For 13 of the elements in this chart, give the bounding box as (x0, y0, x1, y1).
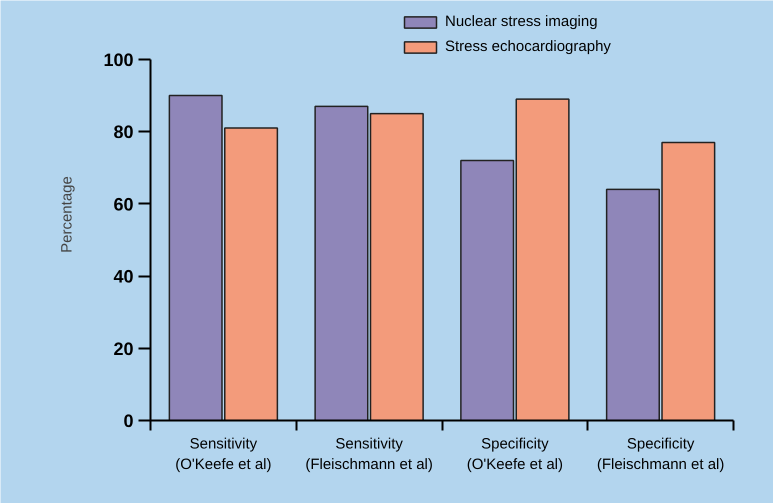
y-tick-label: 0 (123, 411, 134, 431)
y-tick-label: 40 (113, 266, 134, 287)
y-tick-label: 80 (113, 122, 134, 142)
x-tick-label: Sensitivity (Fleischmann et al) (305, 436, 433, 473)
x-tick-label: Specificity (O'Keefe et al) (466, 436, 564, 473)
y-tick-label: 20 (113, 338, 134, 359)
x-tick-label: Specificity (Fleischmann et al) (596, 436, 724, 473)
y-tick-label: 60 (113, 194, 134, 214)
legend-label: Stress echocardiography (445, 38, 611, 55)
y-tick-label: 100 (103, 50, 134, 70)
y-axis-title: Percentage (58, 176, 76, 253)
legend-label: Nuclear stress imaging (445, 13, 598, 30)
x-tick-label: Sensitivity (O'Keefe et al) (175, 436, 272, 473)
